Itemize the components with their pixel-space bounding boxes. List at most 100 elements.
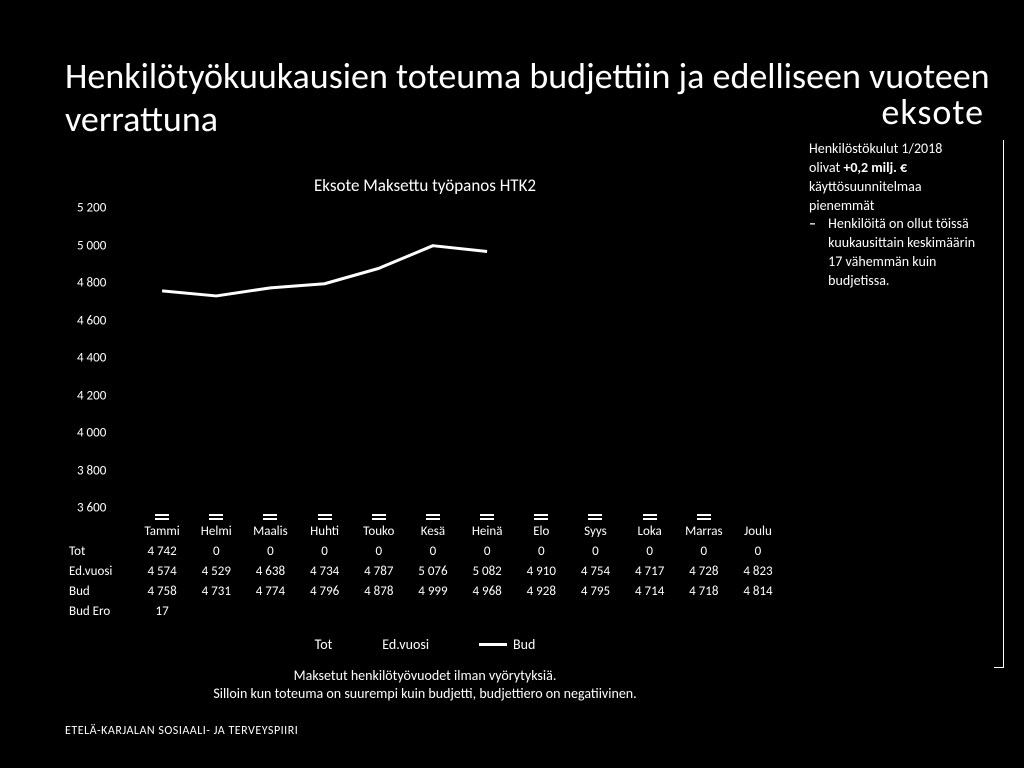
table-cell: 4 795 — [568, 582, 622, 602]
table-header-cell: Marras — [677, 514, 731, 542]
table-cell: 4 774 — [243, 582, 297, 602]
series-marker-dash — [643, 514, 657, 516]
table-cell — [568, 602, 622, 622]
series-marker-dash — [155, 518, 169, 520]
table-cell: 4 734 — [298, 562, 352, 582]
side-bullet: – Henkilöitä on ollut töissä kuukausitta… — [809, 215, 994, 291]
table-cell: 0 — [514, 542, 568, 562]
side-border — [994, 140, 1004, 668]
series-marker-dash — [534, 518, 548, 520]
y-tick-label: 4 200 — [77, 388, 106, 403]
chart-caption: Maksetut henkilötyövuodet ilman vyörytyk… — [65, 667, 785, 703]
table-cell — [243, 602, 297, 622]
page-title: Henkilötyökuukausien toteuma budjettiin … — [65, 55, 1024, 141]
table-cell — [514, 602, 568, 622]
table-cell: 4 787 — [352, 562, 406, 582]
table-cell: 4 878 — [352, 582, 406, 602]
table-cell: 4 999 — [406, 582, 460, 602]
table-header-cell: Huhti — [298, 514, 352, 542]
table-cell: 5 076 — [406, 562, 460, 582]
y-tick-label: 5 200 — [77, 201, 106, 216]
table-cell: 4 731 — [189, 582, 243, 602]
table-cell: 4 529 — [189, 562, 243, 582]
table-cell: 4 796 — [298, 582, 352, 602]
table-cell: 4 717 — [623, 562, 677, 582]
table-cell: 0 — [460, 542, 514, 562]
series-marker-dash — [155, 514, 169, 516]
chart-svg — [135, 208, 785, 508]
side-line3: pienemmät — [809, 197, 875, 214]
y-tick-label: 3 600 — [77, 501, 106, 516]
table-row-label — [65, 514, 135, 542]
table-header-cell: Elo — [514, 514, 568, 542]
side-line1b: olivat — [809, 159, 843, 176]
table-cell: 0 — [189, 542, 243, 562]
table-cell: 4 928 — [514, 582, 568, 602]
brand-logo: eksote — [881, 90, 984, 134]
table-row-label: Ed.vuosi — [65, 562, 135, 582]
table-cell: 4 823 — [731, 562, 785, 582]
legend-edvuosi: Ed.vuosi — [382, 636, 429, 653]
footer: ETELÄ-KARJALAN SOSIAALI- JA TERVEYSPIIRI — [65, 724, 298, 738]
chart-data-table: TammiHelmiMaalisHuhtiToukoKesäHeinäEloSy… — [65, 514, 785, 622]
legend-tot: Tot — [315, 636, 333, 653]
y-tick-label: 4 800 — [77, 276, 106, 291]
table-cell — [406, 602, 460, 622]
series-marker-dash — [263, 518, 277, 520]
table-header-cell: Helmi — [189, 514, 243, 542]
series-marker-dash — [372, 514, 386, 516]
side-line2: käyttösuunnitelmaa — [809, 178, 922, 195]
series-marker-dash — [318, 514, 332, 516]
chart-area: Eksote Maksettu työpanos HTK2 5 2005 000… — [65, 175, 785, 703]
table-row-label: Bud — [65, 582, 135, 602]
bullet-dash: – — [809, 215, 825, 234]
table-cell: 0 — [406, 542, 460, 562]
series-marker-dash — [372, 518, 386, 520]
table-cell: 4 718 — [677, 582, 731, 602]
table-cell: 17 — [135, 602, 189, 622]
table-cell: 4 728 — [677, 562, 731, 582]
table-cell: 4 574 — [135, 562, 189, 582]
table-cell: 4 910 — [514, 562, 568, 582]
table-row-label: Bud Ero — [65, 602, 135, 622]
series-marker-dash — [480, 514, 494, 516]
side-line1a: Henkilöstökulut 1/2018 — [809, 140, 942, 157]
table-header-cell: Heinä — [460, 514, 514, 542]
series-marker-dash — [588, 514, 602, 516]
y-tick-label: 4 600 — [77, 313, 106, 328]
table-header-cell: Touko — [352, 514, 406, 542]
table-cell: 0 — [568, 542, 622, 562]
series-marker-dash — [209, 514, 223, 516]
series-marker-dash — [643, 518, 657, 520]
table-cell: 4 968 — [460, 582, 514, 602]
table-header-cell: Maalis — [243, 514, 297, 542]
table-cell — [189, 602, 243, 622]
bullet-t2: vähemmän kuin budjetissa. — [828, 253, 936, 289]
bullet-t1: Henkilöitä on ollut töissä kuukausittain… — [828, 215, 975, 251]
table-cell: 0 — [731, 542, 785, 562]
table-cell — [460, 602, 514, 622]
series-marker-dash — [697, 514, 711, 516]
table-cell: 4 758 — [135, 582, 189, 602]
caption-l1: Maksetut henkilötyövuodet ilman vyörytyk… — [65, 667, 785, 685]
table-header-cell: Tammi — [135, 514, 189, 542]
table-cell: 4 742 — [135, 542, 189, 562]
chart-title: Eksote Maksettu työpanos HTK2 — [65, 175, 785, 196]
y-tick-label: 4 400 — [77, 351, 106, 366]
series-marker-dash — [697, 518, 711, 520]
chart-plot: 5 2005 0004 8004 6004 4004 2004 0003 800… — [135, 208, 785, 508]
table-header-cell: Loka — [623, 514, 677, 542]
table-row-label: Tot — [65, 542, 135, 562]
series-marker-dash — [534, 514, 548, 516]
y-tick-label: 5 000 — [77, 238, 106, 253]
y-tick-label: 3 800 — [77, 463, 106, 478]
table-header-cell: Joulu — [731, 514, 785, 542]
side-summary: Henkilöstökulut 1/2018 olivat +0,2 milj.… — [809, 140, 994, 216]
series-marker-dash — [426, 514, 440, 516]
table-cell — [352, 602, 406, 622]
series-marker-dash — [426, 518, 440, 520]
y-tick-label: 4 000 — [77, 426, 106, 441]
series-marker-dash — [209, 518, 223, 520]
table-cell: 4 714 — [623, 582, 677, 602]
legend-line-icon — [479, 643, 507, 646]
